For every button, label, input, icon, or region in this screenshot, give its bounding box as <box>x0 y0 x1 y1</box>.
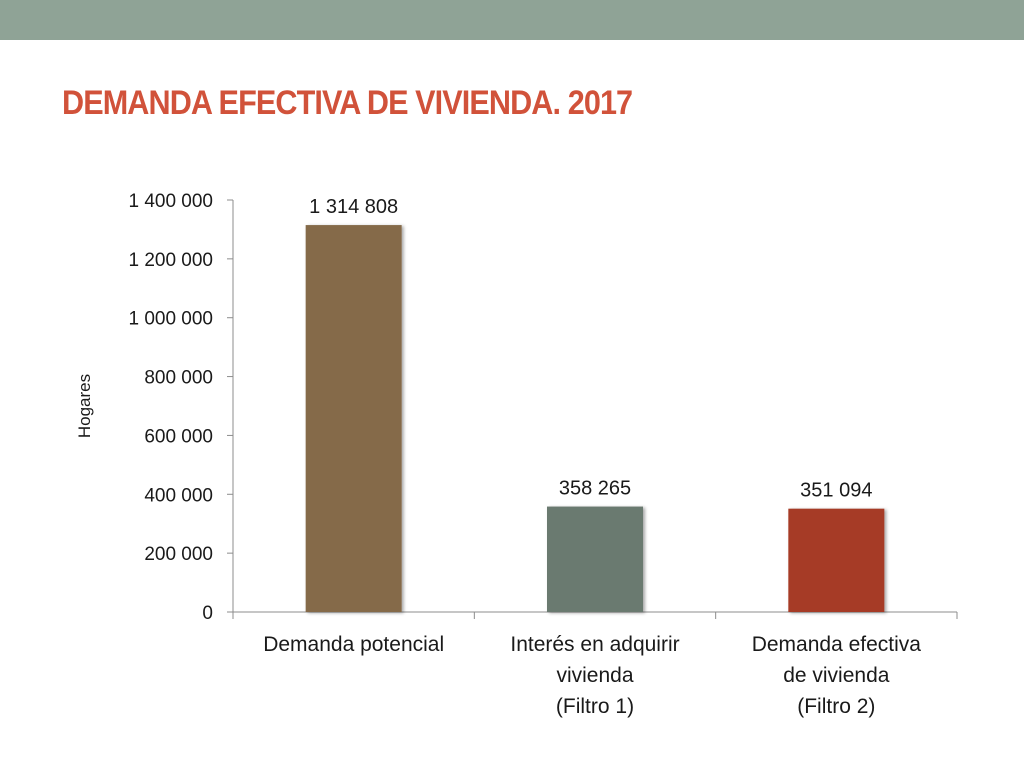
bar-value-label: 358 265 <box>559 478 631 500</box>
x-category-label: Demanda efectiva de vivienda (Filtro 2) <box>752 633 922 718</box>
slide-title: DEMANDA EFECTIVA DE VIVIENDA. 2017 <box>62 84 633 122</box>
x-category-label-line: de vivienda <box>783 664 890 687</box>
x-category-label-line: Demanda efectiva <box>752 633 922 656</box>
y-tick-label: 1 000 000 <box>128 309 213 330</box>
bar-3 <box>788 508 885 612</box>
y-tick-label: 0 <box>202 603 213 624</box>
x-category-label-line: (Filtro 2) <box>797 695 875 718</box>
bar-1 <box>305 225 402 612</box>
y-tick-label: 400 000 <box>144 485 213 506</box>
bar-value-label: 1 314 808 <box>309 196 398 218</box>
y-tick-label: 800 000 <box>144 368 213 389</box>
bar-2 <box>547 506 643 612</box>
y-tick-label: 1 400 000 <box>128 191 213 212</box>
x-category-label-line: (Filtro 1) <box>556 695 634 718</box>
x-category-label-line: Interés en adquirir <box>510 633 679 656</box>
bar-value-label: 351 094 <box>800 480 872 502</box>
x-category-label: Interés en adquirir vivienda (Filtro 1) <box>510 633 679 718</box>
x-category-label-line: Demanda potencial <box>263 633 444 656</box>
y-tick-label: 200 000 <box>144 544 213 565</box>
y-axis-label: Hogares <box>75 374 94 438</box>
top-band <box>0 0 1024 40</box>
y-tick-label: 600 000 <box>144 426 213 447</box>
x-category-label-line: vivienda <box>556 664 633 687</box>
x-category-label: Demanda potencial <box>263 633 444 656</box>
y-tick-label: 1 200 000 <box>128 250 213 271</box>
